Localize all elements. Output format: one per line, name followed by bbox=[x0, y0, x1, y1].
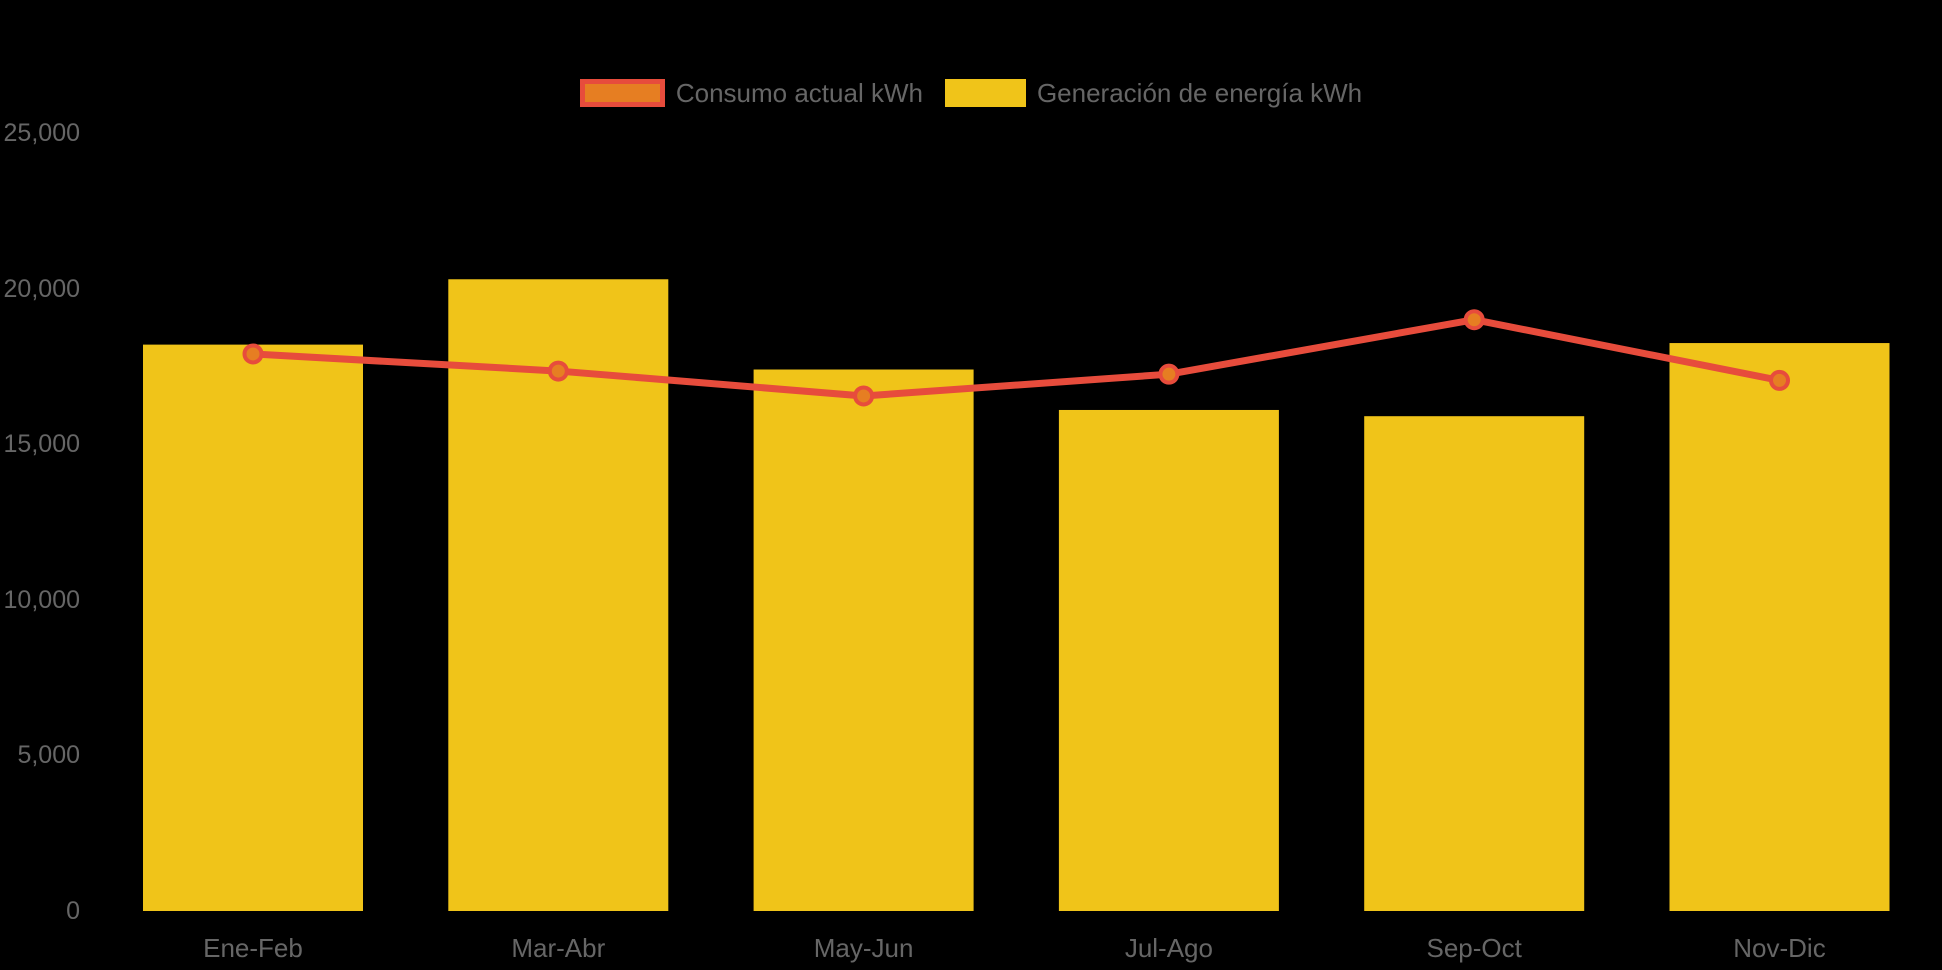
legend-label-consumo: Consumo actual kWh bbox=[675, 78, 923, 108]
bar-Jul-Ago[interactable] bbox=[1058, 409, 1279, 911]
x-tick-label-Ene-Feb: Ene-Feb bbox=[203, 933, 303, 963]
consumo-point-Mar-Abr[interactable] bbox=[547, 360, 569, 382]
y-tick-label: 5,000 bbox=[17, 741, 80, 770]
legend-item-generacion[interactable]: Generación de energía kWh bbox=[944, 78, 1363, 108]
x-tick-label-Jul-Ago: Jul-Ago bbox=[1124, 933, 1213, 963]
bar-Mar-Abr[interactable] bbox=[448, 279, 669, 911]
legend-swatch-consumo-icon bbox=[579, 79, 665, 107]
legend-swatch-generacion-icon bbox=[944, 79, 1026, 107]
consumo-point-Sep-Oct[interactable] bbox=[1463, 309, 1485, 331]
x-tick-label-Mar-Abr: Mar-Abr bbox=[511, 933, 606, 963]
bar-Ene-Feb[interactable] bbox=[143, 344, 363, 912]
y-tick-label: 25,000 bbox=[3, 119, 80, 147]
consumo-point-Ene-Feb[interactable] bbox=[242, 343, 264, 365]
x-tick-label-Nov-Dic: Nov-Dic bbox=[1733, 933, 1826, 963]
consumo-point-Nov-Dic[interactable] bbox=[1769, 369, 1790, 391]
y-tick-label: 10,000 bbox=[3, 585, 80, 614]
x-tick-label-Sep-Oct: Sep-Oct bbox=[1426, 933, 1522, 963]
legend-label-generacion: Generación de energía kWh bbox=[1036, 78, 1363, 108]
bar-May-Jun[interactable] bbox=[753, 369, 974, 912]
x-tick-label-May-Jun: May-Jun bbox=[813, 933, 914, 963]
y-tick-label: 15,000 bbox=[3, 430, 80, 459]
y-tick-label: 20,000 bbox=[3, 274, 80, 303]
y-tick-label: 0 bbox=[66, 897, 80, 925]
legend-item-consumo[interactable]: Consumo actual kWh bbox=[579, 78, 923, 108]
bar-Nov-Dic[interactable] bbox=[1669, 343, 1890, 911]
consumo-line bbox=[249, 316, 1783, 400]
consumo-point-May-Jun[interactable] bbox=[853, 385, 875, 407]
consumo-point-Jul-Ago[interactable] bbox=[1158, 363, 1180, 385]
bar-Sep-Oct[interactable] bbox=[1364, 416, 1585, 911]
chart-legend: Consumo actual kWh Generación de energía… bbox=[0, 79, 1942, 107]
